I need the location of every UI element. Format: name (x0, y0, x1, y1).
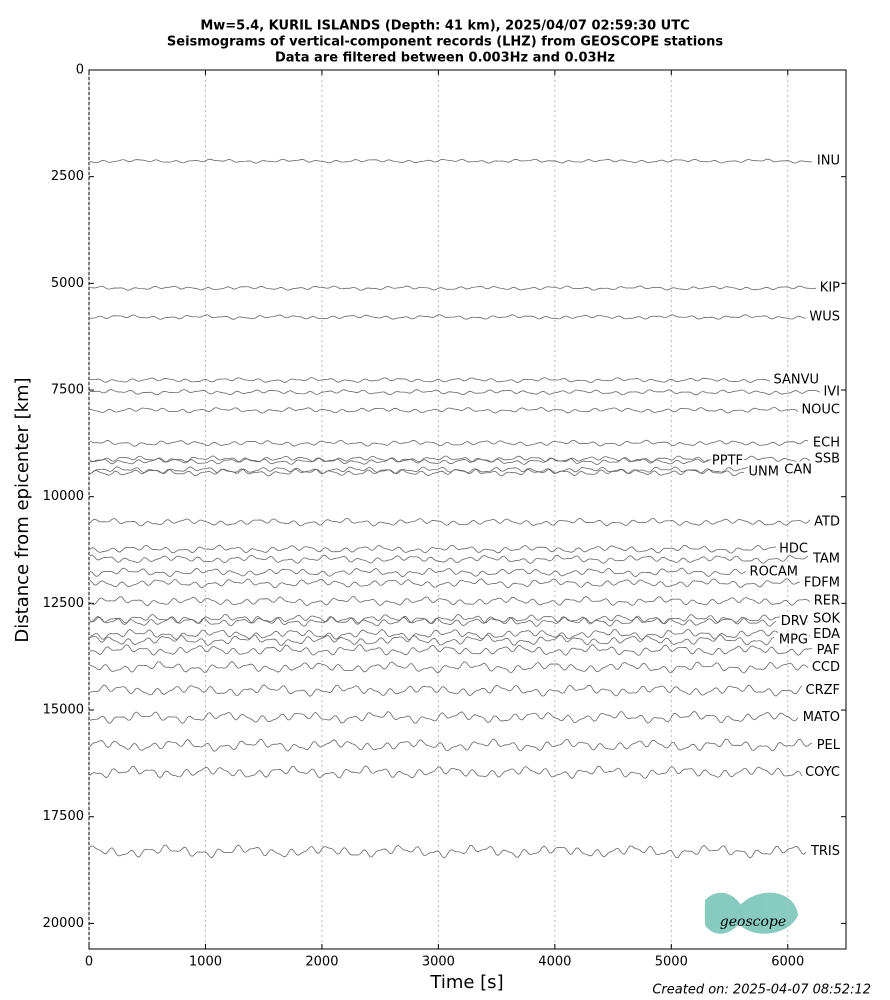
trace (89, 468, 745, 477)
trace (89, 439, 809, 447)
station-label: RER (814, 594, 840, 609)
trace (89, 377, 771, 383)
station-label: MPG (779, 633, 808, 648)
chart-subtitle: Data are filtered between 0.003Hz and 0.… (275, 51, 615, 66)
trace (89, 595, 811, 607)
y-axis-label: Distance from epicenter [km] (12, 377, 33, 642)
trace (89, 578, 801, 589)
trace (89, 738, 813, 752)
trace (89, 644, 813, 656)
trace (89, 615, 777, 627)
station-label: UNM (749, 465, 779, 480)
station-label: ATD (814, 515, 840, 530)
x-tick-label: 1000 (189, 955, 222, 970)
station-label: PAF (817, 643, 840, 658)
x-axis-label: Time [s] (429, 972, 503, 993)
station-label: TRIS (810, 844, 840, 859)
station-label: INU (817, 154, 840, 169)
station-label: WUS (809, 310, 840, 325)
trace (89, 634, 775, 647)
station-label: SOK (813, 612, 840, 627)
station-label: ECH (813, 436, 840, 451)
x-tick-label: 6000 (771, 955, 804, 970)
plot-frame (88, 69, 847, 950)
trace (89, 628, 811, 641)
y-tick-label: 0 (76, 63, 84, 78)
x-tick-label: 2000 (305, 955, 338, 970)
station-label: MATO (803, 710, 840, 725)
trace (89, 158, 813, 164)
station-label: KIP (820, 281, 840, 296)
station-label: ROCAM (750, 565, 798, 580)
station-label: NOUC (801, 403, 840, 418)
trace (89, 567, 747, 578)
y-tick-label: 17500 (43, 809, 84, 824)
logo-text: geoscope (720, 914, 786, 930)
trace (89, 554, 809, 564)
x-tick-label: 4000 (538, 955, 571, 970)
y-tick-label: 12500 (43, 596, 84, 611)
x-tick-label: 0 (85, 955, 93, 970)
trace (89, 544, 777, 554)
trace (89, 844, 807, 859)
trace (89, 710, 799, 724)
station-label: SSB (815, 452, 840, 467)
logo (705, 892, 798, 934)
logo-shape (740, 892, 798, 934)
station-label: DRV (781, 614, 808, 629)
station-label: PEL (817, 738, 841, 753)
station-label: COYC (805, 765, 840, 780)
y-tick-label: 20000 (43, 916, 84, 931)
x-tick-label: 3000 (422, 955, 455, 970)
station-label: IVI (823, 385, 840, 400)
station-label: SANVU (773, 373, 819, 388)
trace (89, 765, 803, 779)
station-label: TAM (812, 552, 840, 567)
station-label: PPTF (712, 454, 743, 469)
logo-shape (705, 892, 745, 934)
trace (89, 517, 811, 527)
trace (89, 285, 817, 291)
trace (89, 684, 803, 697)
station-label: CCD (812, 660, 840, 675)
trace (89, 406, 799, 414)
station-label: HDC (779, 542, 808, 557)
station-label: CRZF (806, 683, 841, 698)
trace (89, 314, 807, 320)
trace (89, 466, 781, 475)
y-tick-label: 10000 (43, 489, 84, 504)
footer: Created on: 2025-04-07 08:52:12 (652, 983, 871, 998)
trace (89, 457, 709, 465)
station-label: EDA (813, 627, 840, 642)
station-label: FDFM (804, 576, 840, 591)
station-label: CAN (784, 463, 812, 478)
y-tick-label: 7500 (51, 383, 84, 398)
chart-subtitle: Seismograms of vertical-component record… (167, 35, 723, 50)
trace (89, 455, 811, 463)
trace (89, 661, 809, 674)
x-tick-label: 5000 (655, 955, 688, 970)
trace (89, 613, 809, 625)
y-tick-label: 5000 (51, 276, 84, 291)
trace (89, 389, 821, 396)
chart-title: Mw=5.4, KURIL ISLANDS (Depth: 41 km), 20… (200, 19, 689, 34)
y-tick-label: 2500 (51, 169, 84, 184)
y-tick-label: 15000 (43, 703, 84, 718)
